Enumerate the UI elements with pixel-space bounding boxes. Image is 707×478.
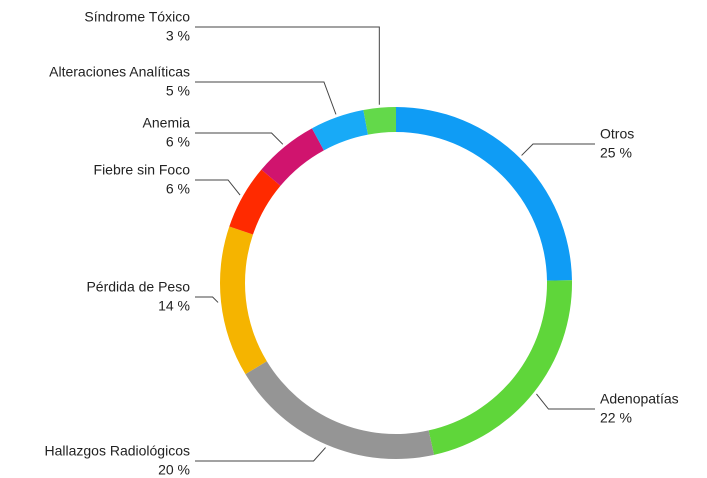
value-label: 6 % [166,134,190,150]
slice-label: Síndrome Tóxico [84,9,190,25]
leader-line [195,179,241,196]
donut-segment [311,110,368,151]
donut-segment [428,280,572,455]
leader-line [195,26,380,105]
slice-label: Otros [600,126,634,142]
slice-label: Anemia [143,115,191,131]
leader-line [195,447,326,462]
donut-segment [261,128,324,186]
value-label: 5 % [166,83,190,99]
leader-line [195,81,337,115]
donut-segment [220,226,267,375]
donut-segment [229,169,281,235]
leader-line [195,132,284,145]
value-label: 25 % [600,145,632,161]
slice-label: Alteraciones Analíticas [49,64,190,80]
leader-line [536,393,595,410]
leader-line [521,143,595,156]
value-label: 3 % [166,28,190,44]
slice-label: Adenopatías [600,391,679,407]
donut-segment [363,107,396,135]
leader-line [195,296,219,303]
donut-segment [396,107,572,281]
slice-label: Pérdida de Peso [86,279,190,295]
value-label: 20 % [158,462,190,478]
value-label: 22 % [600,410,632,426]
value-label: 6 % [166,181,190,197]
value-label: 14 % [158,298,190,314]
slice-label: Hallazgos Radiológicos [44,443,190,459]
donut-segment [245,361,435,459]
slice-label: Fiebre sin Foco [94,162,191,178]
